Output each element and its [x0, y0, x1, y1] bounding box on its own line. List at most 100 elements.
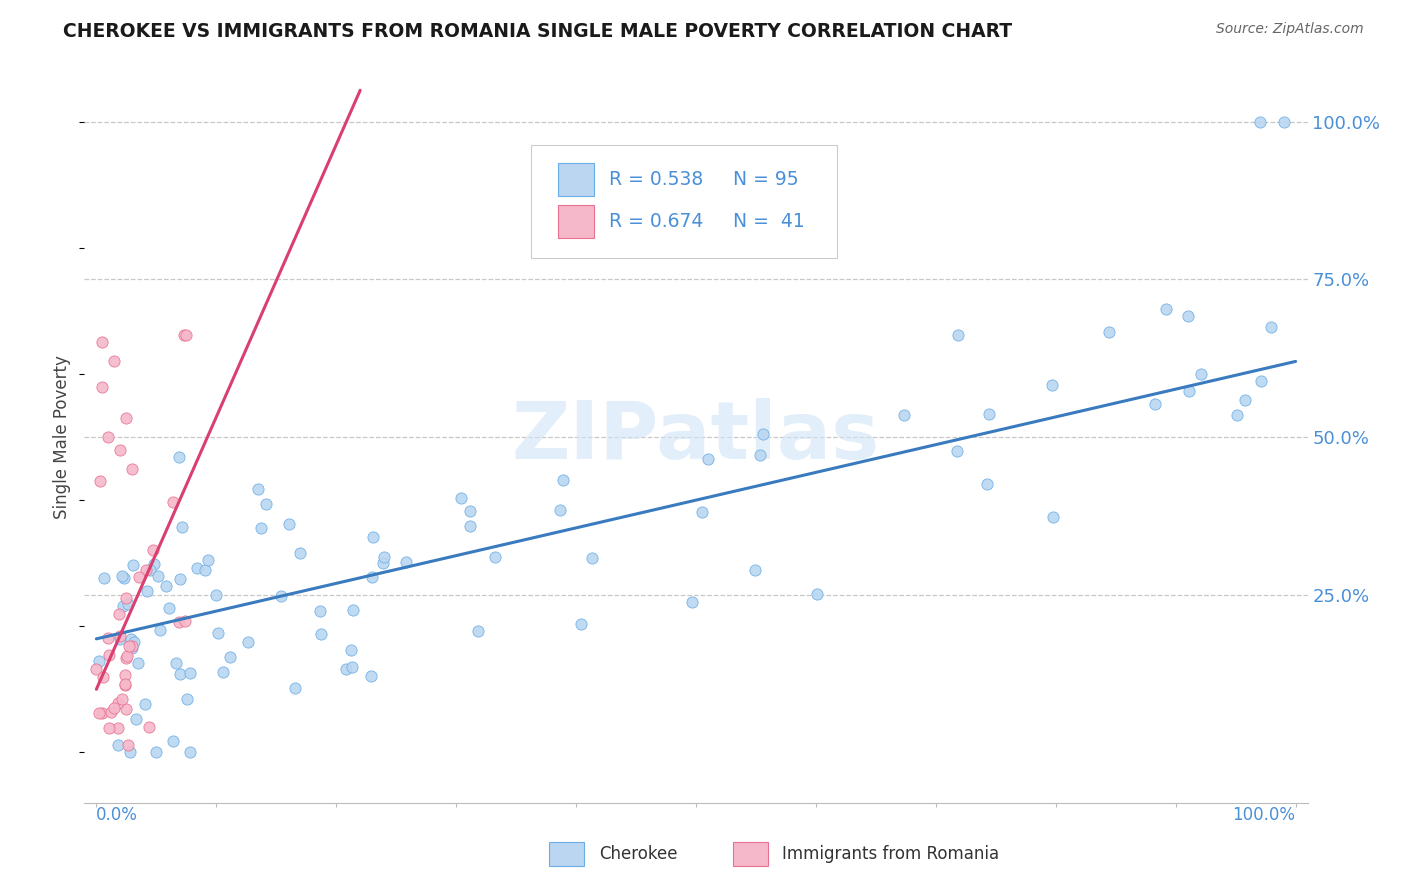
Point [744, 563, 766, 577]
Point [1178, 384, 1201, 398]
Point [146, 569, 169, 583]
Point [236, 635, 259, 649]
Point [114, 678, 136, 692]
Text: 0.0%: 0.0% [97, 806, 138, 824]
Point [977, 408, 1000, 422]
Point [107, 738, 129, 752]
Point [254, 497, 277, 511]
Point [1250, 374, 1272, 388]
Point [117, 649, 139, 664]
Point [128, 570, 150, 584]
Text: N = 95: N = 95 [733, 170, 799, 189]
Point [115, 411, 138, 425]
Point [108, 607, 131, 622]
Point [110, 442, 132, 457]
Text: Immigrants from Romania: Immigrants from Romania [782, 845, 1000, 863]
Point [135, 583, 157, 598]
Point [1156, 301, 1178, 316]
Point [172, 520, 194, 534]
Y-axis label: Single Male Poverty: Single Male Poverty [53, 355, 72, 519]
Point [112, 571, 135, 585]
Point [138, 720, 160, 734]
Point [976, 477, 998, 491]
Point [174, 327, 197, 342]
Point [110, 629, 132, 643]
Point [211, 665, 233, 679]
Point [548, 503, 571, 517]
FancyBboxPatch shape [558, 163, 595, 196]
Point [194, 563, 217, 577]
Point [167, 450, 190, 465]
Point [111, 691, 134, 706]
Point [1097, 325, 1119, 339]
Point [246, 482, 269, 496]
Point [142, 542, 165, 557]
Point [162, 495, 184, 509]
Point [122, 635, 145, 649]
Point [551, 474, 574, 488]
Point [118, 639, 141, 653]
Point [86, 662, 108, 676]
Point [342, 660, 364, 674]
FancyBboxPatch shape [558, 205, 595, 238]
Point [1144, 397, 1167, 411]
Point [139, 563, 162, 577]
Point [135, 563, 157, 577]
Point [340, 643, 363, 657]
Point [1226, 408, 1249, 422]
Text: Cherokee: Cherokee [599, 845, 678, 863]
Point [121, 461, 143, 475]
Point [162, 734, 184, 748]
Point [484, 549, 506, 564]
Point [806, 587, 828, 601]
Point [97, 430, 120, 444]
Text: 100.0%: 100.0% [1233, 806, 1295, 824]
Point [97, 631, 120, 645]
Point [134, 697, 156, 711]
Point [114, 676, 136, 690]
Point [1177, 309, 1199, 323]
Point [1042, 510, 1064, 524]
Point [121, 641, 143, 656]
Point [165, 656, 187, 670]
Point [373, 550, 395, 565]
Point [690, 505, 713, 519]
Point [107, 722, 129, 736]
Point [125, 712, 148, 726]
Point [249, 521, 271, 535]
Point [114, 591, 136, 605]
Point [91, 670, 114, 684]
Point [581, 551, 603, 566]
Point [569, 617, 592, 632]
Point [121, 640, 143, 654]
Point [173, 328, 195, 343]
Point [1249, 115, 1271, 129]
Point [179, 745, 201, 759]
FancyBboxPatch shape [550, 842, 583, 866]
Point [946, 328, 969, 343]
Point [450, 491, 472, 505]
Point [197, 553, 219, 567]
Point [361, 530, 384, 544]
Point [467, 624, 489, 638]
Point [169, 572, 191, 586]
Point [1234, 393, 1257, 408]
Point [218, 649, 240, 664]
Point [893, 409, 915, 423]
Point [284, 681, 307, 696]
FancyBboxPatch shape [531, 145, 837, 258]
Point [117, 738, 139, 752]
Text: N =  41: N = 41 [733, 211, 804, 231]
Point [103, 701, 125, 715]
Point [342, 603, 364, 617]
Text: ZIPatlas: ZIPatlas [512, 398, 880, 476]
Point [204, 588, 226, 602]
Point [458, 504, 481, 518]
Point [288, 546, 311, 560]
Point [157, 601, 180, 615]
Point [115, 651, 138, 665]
Point [681, 595, 703, 609]
Point [167, 615, 190, 629]
Point [122, 558, 145, 573]
Point [120, 632, 142, 646]
